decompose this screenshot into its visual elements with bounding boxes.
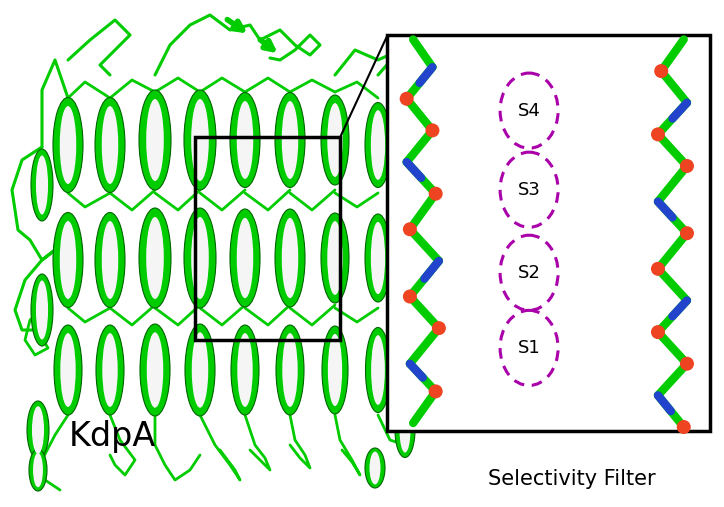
Circle shape [429, 187, 442, 201]
Ellipse shape [102, 221, 118, 299]
Ellipse shape [139, 208, 171, 308]
Ellipse shape [192, 332, 209, 408]
Ellipse shape [53, 212, 83, 308]
Ellipse shape [33, 453, 43, 487]
Ellipse shape [102, 333, 118, 407]
Circle shape [651, 325, 665, 339]
Circle shape [651, 127, 665, 141]
Text: S1: S1 [518, 339, 541, 357]
Ellipse shape [146, 217, 164, 299]
Ellipse shape [139, 90, 171, 190]
Ellipse shape [185, 324, 215, 416]
Ellipse shape [275, 92, 305, 188]
Ellipse shape [282, 101, 298, 179]
Ellipse shape [237, 101, 253, 179]
Ellipse shape [191, 217, 209, 299]
Ellipse shape [146, 99, 164, 181]
Circle shape [403, 289, 417, 304]
Ellipse shape [321, 213, 349, 303]
Ellipse shape [275, 209, 305, 307]
Ellipse shape [230, 209, 260, 307]
Ellipse shape [32, 406, 44, 454]
Ellipse shape [321, 95, 349, 185]
Ellipse shape [400, 408, 411, 453]
Circle shape [677, 420, 691, 434]
Ellipse shape [371, 110, 385, 180]
Circle shape [426, 123, 439, 137]
Text: S4: S4 [518, 101, 541, 120]
Ellipse shape [395, 403, 415, 457]
Ellipse shape [231, 325, 259, 415]
Ellipse shape [53, 97, 83, 193]
Text: S2: S2 [518, 264, 541, 282]
Ellipse shape [184, 208, 216, 308]
Circle shape [403, 222, 417, 236]
Ellipse shape [237, 333, 253, 407]
Circle shape [432, 321, 446, 335]
Text: KdpA: KdpA [69, 419, 156, 453]
Ellipse shape [29, 449, 47, 491]
Circle shape [680, 159, 694, 173]
Ellipse shape [327, 103, 342, 177]
Ellipse shape [365, 214, 391, 302]
Ellipse shape [54, 325, 82, 415]
Ellipse shape [31, 149, 53, 221]
Ellipse shape [282, 333, 298, 407]
Ellipse shape [230, 92, 260, 188]
Ellipse shape [60, 106, 76, 184]
Ellipse shape [36, 280, 48, 340]
Ellipse shape [322, 326, 348, 414]
Ellipse shape [184, 90, 216, 190]
Circle shape [400, 92, 413, 106]
Ellipse shape [328, 334, 342, 406]
Ellipse shape [371, 335, 385, 405]
Ellipse shape [389, 275, 411, 345]
Ellipse shape [389, 165, 411, 235]
Ellipse shape [140, 324, 170, 416]
Circle shape [429, 384, 442, 399]
Text: Selectivity Filter: Selectivity Filter [488, 469, 656, 489]
Ellipse shape [31, 274, 53, 346]
Ellipse shape [282, 218, 298, 298]
Ellipse shape [102, 106, 118, 184]
Ellipse shape [96, 325, 124, 415]
Bar [387, 35, 710, 431]
Ellipse shape [394, 281, 406, 339]
Circle shape [654, 64, 668, 78]
Ellipse shape [369, 452, 381, 484]
Circle shape [680, 226, 694, 240]
Ellipse shape [27, 401, 49, 459]
Circle shape [680, 357, 694, 371]
Ellipse shape [327, 221, 342, 295]
Ellipse shape [276, 325, 304, 415]
Text: S3: S3 [518, 180, 541, 199]
Ellipse shape [365, 102, 391, 188]
Ellipse shape [36, 156, 48, 214]
Ellipse shape [237, 218, 253, 298]
Circle shape [651, 262, 665, 276]
Ellipse shape [191, 99, 209, 181]
Ellipse shape [95, 97, 125, 193]
Ellipse shape [365, 448, 385, 488]
Ellipse shape [371, 222, 385, 294]
Ellipse shape [95, 212, 125, 308]
Ellipse shape [60, 333, 76, 407]
Ellipse shape [366, 328, 390, 413]
Ellipse shape [60, 221, 76, 299]
Ellipse shape [394, 171, 406, 229]
Ellipse shape [147, 332, 163, 408]
Bar [195, 137, 340, 340]
